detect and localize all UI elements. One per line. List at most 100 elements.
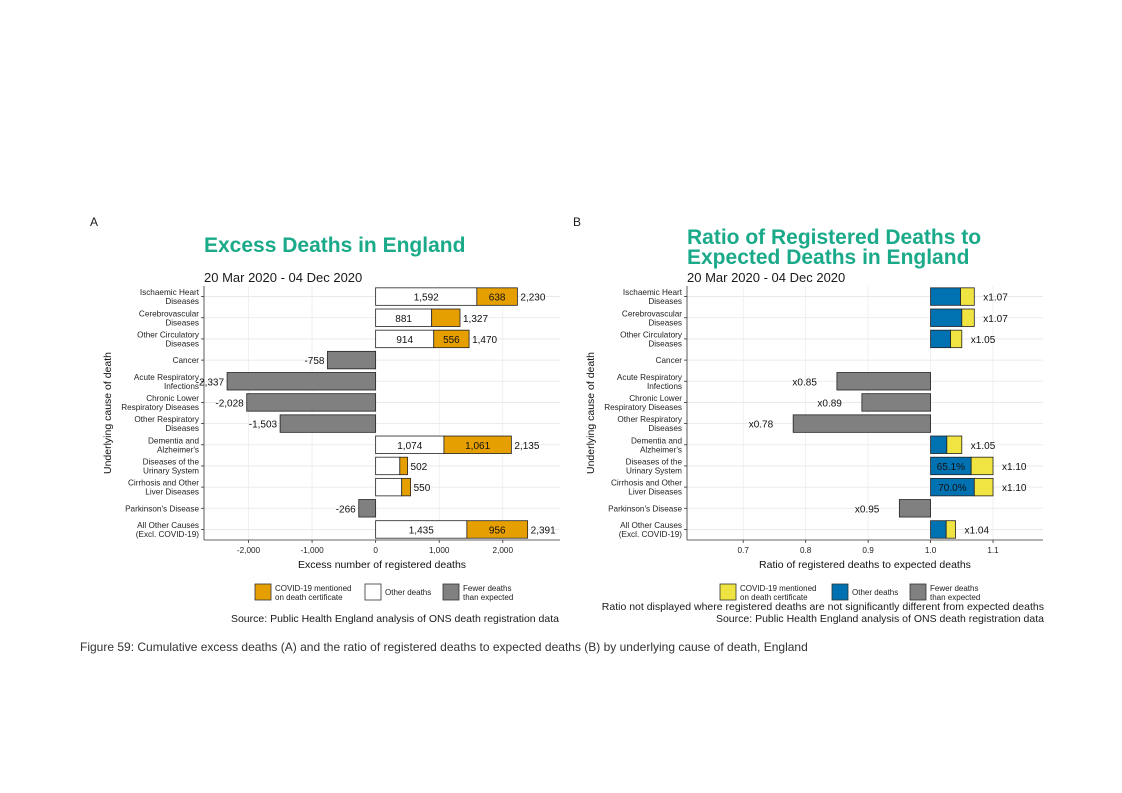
chart-a-x-tick-label: 2,000 — [493, 546, 514, 555]
chart-b-bar-fewer — [898, 499, 931, 518]
chart-a-bar-covid — [443, 435, 512, 454]
chart-b-bar-fewer — [861, 393, 931, 412]
chart-a-y-tick-label: Ischaemic Heart Diseases — [140, 288, 200, 306]
panel-a-letter: A — [90, 215, 99, 229]
chart-a-bar-other — [375, 477, 403, 497]
chart-a-x-tick-label: 1,000 — [429, 546, 450, 555]
chart-b-title-line2: Expected Deaths in England — [687, 246, 970, 269]
panel-b-letter: B — [573, 215, 582, 229]
chart-b-label-ratio: x1.05 — [971, 441, 996, 452]
chart-b-bar-other — [930, 435, 948, 454]
chart-a-bar-covid — [433, 329, 470, 349]
chart-a-bar-fewer — [327, 350, 377, 370]
chart-b-bar-other — [930, 329, 951, 349]
chart-b-bar-covid — [970, 456, 994, 476]
chart-b-y-tick-label: Other Respiratory Diseases — [617, 415, 683, 433]
chart-a-subtitle: 20 Mar 2020 - 04 Dec 2020 — [204, 270, 363, 285]
chart-a-y-axis-title: Underlying cause of death — [102, 352, 114, 474]
chart-b-bar-other — [930, 520, 947, 539]
chart-b-y-tick-label: Cancer — [656, 356, 683, 365]
chart-b-label-share: 70.0% — [938, 483, 966, 494]
chart-a-bar-fewer — [246, 393, 377, 412]
chart-b-bar-covid — [960, 287, 975, 306]
chart-b-label-ratio: x1.05 — [971, 335, 996, 346]
chart-a-bar-other — [375, 456, 401, 476]
chart-b-y-tick-label: Ischaemic Heart Diseases — [623, 288, 683, 306]
chart-a-label-total: 502 — [411, 462, 428, 473]
chart-b-x-tick-label: 0.9 — [862, 546, 874, 555]
chart-b-x-tick-label: 1.1 — [987, 546, 999, 555]
chart-b-y-axis-title: Underlying cause of death — [585, 352, 597, 474]
chart-a-source: Source: Public Health England analysis o… — [230, 613, 559, 625]
chart-a-bar-fewer — [358, 499, 377, 518]
chart-a-x-tick-label: -2,000 — [237, 546, 261, 555]
chart-b-label-ratio: x1.07 — [983, 314, 1008, 325]
chart-a-bar-covid — [476, 287, 518, 306]
chart-b-label-ratio: x0.89 — [817, 398, 842, 409]
chart-b-bar-fewer — [836, 372, 931, 391]
chart-a-x-tick-label: -1,000 — [300, 546, 324, 555]
chart-b-x-tick-label: 0.7 — [738, 546, 750, 555]
chart-b-label-ratio: x1.07 — [983, 293, 1008, 304]
chart-b-y-tick-label: Cerebrovascular Diseases — [622, 309, 682, 327]
chart-b-y-tick-label: Other Circulatory Diseases — [620, 330, 683, 348]
chart-a-y-tick-label: Dementia and Alzheimer's — [148, 436, 199, 454]
chart-b-legend-label-fewer: Fewer deaths than expected — [930, 584, 980, 602]
chart-a-x-tick-label: 0 — [373, 546, 378, 555]
chart-a-bar-fewer — [279, 414, 377, 433]
chart-a-label-covid: 956 — [489, 525, 506, 536]
chart-a-label-other: 1,435 — [409, 525, 434, 536]
chart-b-label-ratio: x1.04 — [965, 525, 990, 536]
chart-b-title: Ratio of Registered Deaths to Expected D… — [687, 227, 981, 269]
chart-b-legend-swatch-covid_b — [719, 583, 737, 601]
chart-a-bar-covid — [401, 477, 412, 497]
chart-a-y-tick-label: Diseases of the Urinary System — [143, 457, 200, 475]
chart-a-legend-label-fewer: Fewer deaths than expected — [463, 584, 513, 602]
chart-a-label-total: 2,230 — [520, 293, 545, 304]
chart-b-y-tick-label: Acute Respiratory Infections — [617, 373, 683, 391]
chart-a-y-tick-label: Parkinson's Disease — [125, 504, 199, 513]
chart-b-label-ratio: x0.78 — [749, 420, 774, 431]
chart-b-bar-fewer — [792, 414, 931, 433]
chart-a-legend-label-covid: COVID-19 mentioned on death certificate — [275, 584, 351, 602]
chart-b-y-tick-label: Chronic Lower Respiratory Diseases — [604, 394, 682, 412]
chart-a-label-covid: 1,061 — [465, 441, 490, 452]
chart-a-label-other: 1,074 — [397, 441, 422, 452]
chart-a-label-total: 2,135 — [514, 441, 539, 452]
figure-caption: Figure 59: Cumulative excess deaths (A) … — [80, 640, 808, 654]
chart-b-bar-other — [930, 308, 963, 327]
chart-b-bar-covid — [945, 520, 956, 539]
chart-b-source: Source: Public Health England analysis o… — [715, 613, 1044, 625]
chart-b-bar-covid — [950, 329, 963, 349]
chart-b-bar-covid — [961, 308, 975, 327]
chart-b-legend-swatch-fewer — [909, 583, 927, 601]
chart-a-label-covid: 556 — [443, 335, 460, 346]
chart-b-legend-label-other_b: Other deaths — [852, 588, 898, 597]
chart-a-legend-swatch-other — [364, 583, 382, 601]
chart-a-title: Excess Deaths in England — [204, 234, 466, 257]
chart-a-y-tick-label: Cerebrovascular Diseases — [139, 309, 199, 327]
chart-b-legend-swatch-other_b — [831, 583, 849, 601]
chart-a-bar-fewer — [226, 372, 377, 391]
chart-a-label-fewer: -2,337 — [196, 377, 225, 388]
chart-a-y-tick-label: Other Respiratory Diseases — [134, 415, 200, 433]
chart-a-label-fewer: -1,503 — [249, 420, 278, 431]
chart-a-label-fewer: -2,028 — [215, 398, 244, 409]
chart-b-x-tick-label: 0.8 — [800, 546, 812, 555]
chart-b-subtitle: 20 Mar 2020 - 04 Dec 2020 — [687, 270, 846, 285]
chart-a-label-other: 914 — [396, 335, 413, 346]
chart-a-legend-swatch-covid — [254, 583, 272, 601]
chart-a-y-tick-label: All Other Causes (Excl. COVID-19) — [136, 521, 200, 539]
chart-a-label-other: 881 — [395, 314, 412, 325]
chart-b-y-tick-label: Diseases of the Urinary System — [626, 457, 683, 475]
chart-a-bar-covid — [431, 308, 461, 327]
chart-a-y-tick-label: Acute Respiratory Infections — [134, 373, 200, 391]
chart-a-y-tick-label: Cancer — [173, 356, 200, 365]
chart-b-bar-other — [930, 287, 961, 306]
chart-b-bar-covid — [973, 477, 994, 497]
chart-a-legend-swatch-fewer — [442, 583, 460, 601]
chart-a-label-total: 1,470 — [472, 335, 497, 346]
chart-a-label-total: 2,391 — [531, 525, 556, 536]
chart-b-label-share: 65.1% — [937, 462, 965, 473]
